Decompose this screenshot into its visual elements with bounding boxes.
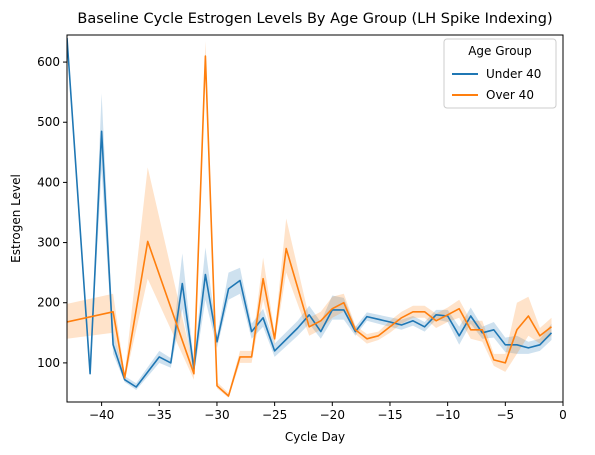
y-tick-label: 100 [37, 356, 60, 370]
x-tick-label: −25 [262, 408, 287, 422]
x-tick-label: −30 [204, 408, 229, 422]
legend-box [443, 38, 557, 109]
y-axis-label: Estrogen Level [9, 174, 23, 263]
y-tick-label: 200 [37, 296, 60, 310]
x-tick-label: −10 [435, 408, 460, 422]
y-tick-label: 500 [37, 115, 60, 129]
confidence-band-under-40 [67, 38, 552, 390]
x-axis-ticks: −40 −35 −30 −25 −20 −15 −10 −5 0 [89, 402, 567, 422]
legend-title: Age Group [468, 44, 532, 58]
y-tick-label: 600 [37, 55, 60, 69]
legend-items: Under 40 Over 40 [452, 67, 541, 102]
x-tick-label: −5 [496, 408, 514, 422]
series-line-over-40 [67, 55, 552, 397]
series-line-under-40 [67, 37, 553, 388]
plot-frame [66, 34, 564, 403]
chart-title: Baseline Cycle Estrogen Levels By Age Gr… [77, 11, 552, 27]
x-tick-label: 0 [559, 408, 567, 422]
x-tick-label: −15 [377, 408, 402, 422]
x-axis-label: Cycle Day [285, 430, 345, 444]
legend-label-over-40: Over 40 [486, 88, 534, 102]
series-lines [67, 37, 553, 397]
legend-label-under-40: Under 40 [486, 67, 541, 81]
legend: Age Group Under 40 Over 40 [443, 38, 557, 109]
x-tick-label: −20 [320, 408, 345, 422]
y-tick-label: 400 [37, 175, 60, 189]
y-tick-label: 300 [37, 236, 60, 250]
x-tick-label: −40 [89, 408, 114, 422]
x-tick-label: −35 [147, 408, 172, 422]
y-axis-ticks: 100 200 300 400 500 600 [37, 55, 67, 370]
